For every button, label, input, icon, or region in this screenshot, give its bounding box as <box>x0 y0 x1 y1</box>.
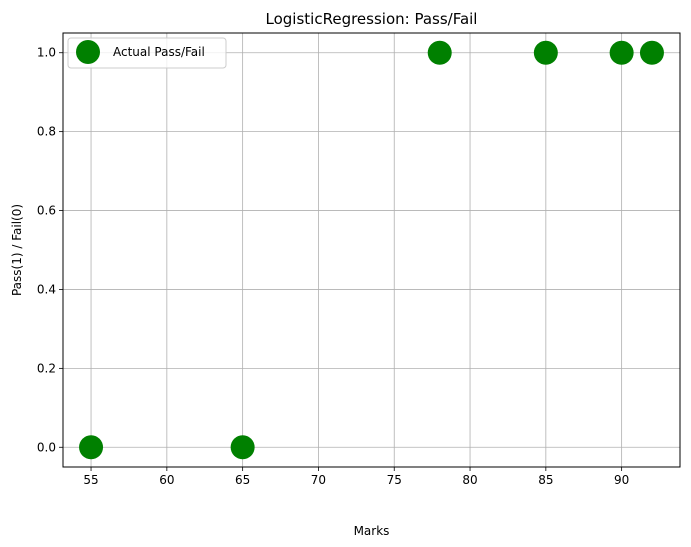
legend-label: Actual Pass/Fail <box>113 45 205 59</box>
x-tick-label: 70 <box>311 473 326 487</box>
y-axis-label: Pass(1) / Fail(0) <box>10 204 24 296</box>
x-tick-label: 60 <box>159 473 174 487</box>
y-tick-label: 1.0 <box>37 46 56 60</box>
x-tick-label: 80 <box>462 473 477 487</box>
y-tick-label: 0.0 <box>37 440 56 454</box>
data-point <box>230 435 255 460</box>
data-point <box>609 40 634 65</box>
data-points <box>79 40 664 460</box>
legend: Actual Pass/Fail <box>67 37 227 69</box>
y-tick-label: 0.8 <box>37 125 56 139</box>
y-tick-label: 0.6 <box>37 204 56 218</box>
data-point <box>79 435 104 460</box>
data-point <box>639 40 664 65</box>
ticks: 55 60 65 70 75 80 85 90 0.0 0.2 0.4 0.6 0.8 1.0 <box>37 46 629 487</box>
data-point <box>427 40 452 65</box>
x-tick-label: 55 <box>83 473 98 487</box>
x-tick-label: 90 <box>614 473 629 487</box>
legend-box <box>67 37 227 69</box>
legend-marker <box>76 40 100 64</box>
x-tick-label: 75 <box>387 473 402 487</box>
y-tick-label: 0.2 <box>37 361 56 375</box>
chart-title: LogisticRegression: Pass/Fail <box>266 10 478 28</box>
x-axis-label: Marks <box>354 524 390 538</box>
x-tick-label: 65 <box>235 473 250 487</box>
data-point <box>533 40 558 65</box>
y-tick-label: 0.4 <box>37 282 56 296</box>
x-tick-label: 85 <box>538 473 553 487</box>
grid <box>63 33 680 467</box>
plot-frame <box>62 32 681 468</box>
